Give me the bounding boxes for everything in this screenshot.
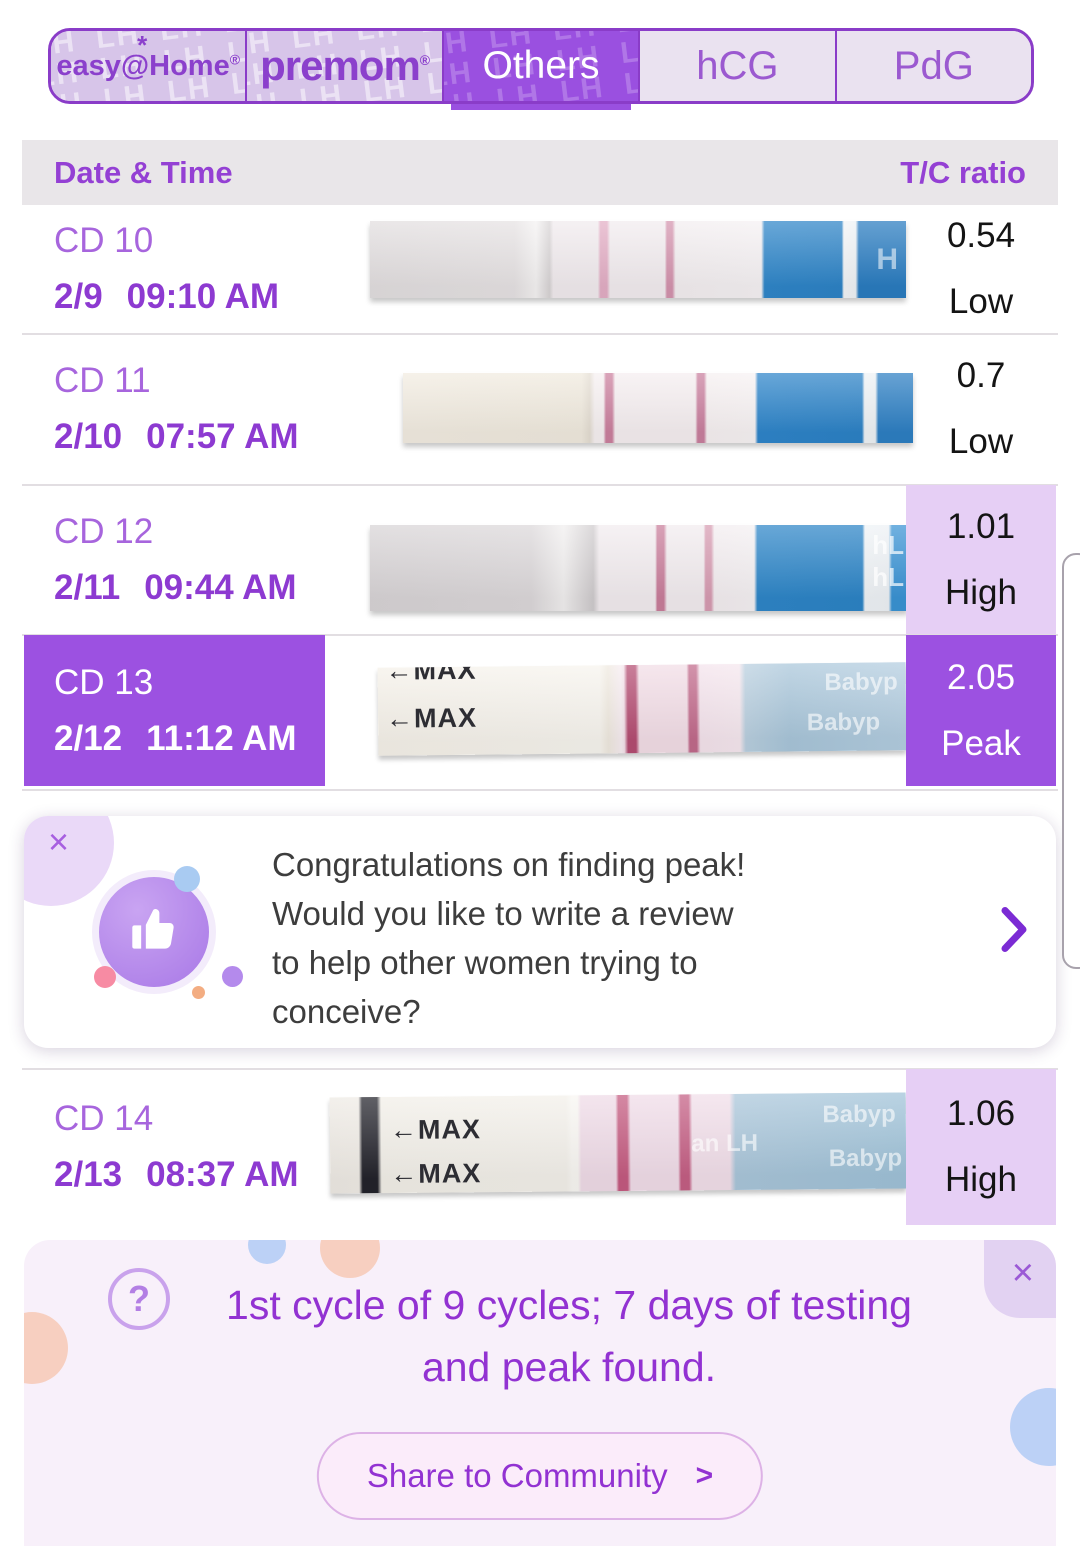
test-strip-photo[interactable]	[403, 373, 913, 443]
decor-dot	[320, 1240, 380, 1278]
wrapper-watermark: Babyp	[822, 1100, 896, 1129]
tab-others[interactable]: LH LH LH LH LH LH LH LH LH LH LH LH LH L…	[441, 31, 639, 101]
cycle-day-label: CD 11	[54, 361, 151, 400]
thumbs-up-badge	[92, 866, 243, 1000]
premom-logo: premom®	[260, 42, 430, 89]
card-corner-decoration	[984, 1240, 1056, 1318]
cycle-day-label: CD 13	[54, 662, 154, 702]
share-to-community-button[interactable]: Share to Community >	[316, 1432, 764, 1520]
tc-ratio-cell: 0.7 Low	[906, 334, 1056, 484]
tc-ratio-value: 1.01	[946, 506, 1016, 546]
tab-others-label: Others	[482, 44, 600, 87]
wrapper-watermark: Babyp	[828, 1144, 903, 1173]
date-time-label: 2/11 09:44 AM	[54, 567, 297, 607]
date-cell: CD 14 2/13 08:37 AM	[24, 1069, 325, 1225]
decor-dot	[1010, 1388, 1056, 1466]
cycle-summary-text: 1st cycle of 9 cycles; 7 days of testing…	[226, 1282, 912, 1390]
tc-ratio-cell: 1.01 High	[906, 485, 1056, 634]
tab-premom[interactable]: LH LH LH LH LH LH LH LH LH LH LH LH LH L…	[245, 31, 442, 101]
tc-ratio-cell: 1.06 High	[906, 1069, 1056, 1225]
row-divider	[22, 333, 1058, 335]
easyathome-logo: * easy@Home®	[56, 31, 241, 82]
decor-dot	[174, 866, 200, 892]
date-cell: CD 12 2/11 09:44 AM	[24, 485, 325, 634]
tc-ratio-value: 2.05	[946, 657, 1016, 697]
decor-dot	[248, 1240, 286, 1264]
cycle-summary-card: × ? 1st cycle of 9 cycles; 7 days of tes…	[24, 1240, 1056, 1546]
cycle-day-label: CD 14	[54, 1099, 154, 1138]
row-divider	[22, 1068, 1058, 1070]
decor-dot	[222, 966, 243, 987]
wrapper-watermark: Babyp	[806, 708, 881, 737]
max-line-label: ←MAX	[385, 702, 478, 734]
cycle-day-label: CD 12	[54, 511, 154, 551]
tab-hcg[interactable]: hCG	[638, 31, 835, 101]
date-cell: CD 13 2/12 11:12 AM	[24, 635, 325, 786]
date-time-label: 2/13 08:37 AM	[54, 1155, 299, 1194]
wrapper-watermark: H	[876, 242, 898, 276]
tab-pdg[interactable]: PdG	[834, 31, 1031, 101]
thumbs-up-icon	[126, 902, 182, 963]
close-icon[interactable]: ×	[1011, 1252, 1034, 1294]
decor-dot	[94, 966, 116, 988]
tc-ratio-status: Peak	[941, 723, 1021, 763]
date-time-label: 2/12 11:12 AM	[54, 718, 297, 758]
max-line-label: ←MAX	[389, 1114, 482, 1145]
row-divider	[22, 634, 1058, 636]
tc-ratio-cell: 0.54 Low	[906, 205, 1056, 333]
date-time-label: 2/10 07:57 AM	[54, 417, 299, 456]
test-type-tabbar: LH LH LH LH LH LH LH LH LH LH LH LH LH L…	[48, 28, 1034, 104]
share-button-label: Share to Community	[366, 1457, 668, 1494]
scrollbar-thumb[interactable]	[1062, 553, 1080, 969]
column-tc-ratio: T/C ratio	[900, 154, 1026, 190]
date-cell: CD 11 2/10 07:57 AM	[24, 334, 325, 484]
tab-hcg-label: hCG	[696, 43, 779, 88]
peak-congrats-banner[interactable]: × Congratulations on finding peak! Would…	[24, 816, 1056, 1048]
tab-easyathome[interactable]: LH LH LH LH LH LH LH LH LH LH LH LH LH L…	[51, 31, 246, 101]
table-row[interactable]: CD 11 2/10 07:57 AM 0.7 Low	[0, 334, 1080, 484]
cycle-day-label: CD 10	[54, 221, 154, 260]
flower-icon: *	[137, 31, 148, 60]
wrapper-watermark: an LH	[691, 1129, 759, 1158]
selected-tab-tail	[451, 100, 631, 110]
close-icon[interactable]: ×	[48, 821, 70, 862]
table-row[interactable]: CD 14 2/13 08:37 AM ←MAX ←MAX an LH Babyp…	[0, 1069, 1080, 1225]
tab-pdg-label: PdG	[893, 43, 974, 88]
date-cell: CD 10 2/9 09:10 AM	[24, 205, 325, 333]
tc-ratio-value: 1.06	[946, 1094, 1016, 1133]
tc-ratio-status: Low	[948, 282, 1014, 321]
decor-dot	[24, 1312, 68, 1384]
wrapper-watermark: hL hL	[872, 530, 904, 592]
date-time-label: 2/9 09:10 AM	[54, 277, 280, 316]
table-header: Date & Time T/C ratio	[22, 140, 1058, 205]
test-strip-photo[interactable]: ←MAX ←MAX Babyp Babyp	[377, 662, 907, 756]
help-icon[interactable]: ?	[108, 1268, 170, 1330]
chevron-right-icon	[1000, 906, 1028, 959]
banner-message: Congratulations on finding peak! Would y…	[272, 846, 746, 1030]
tc-ratio-status: High	[945, 1160, 1017, 1199]
tc-ratio-value: 0.7	[956, 356, 1006, 395]
test-strip-photo[interactable]: hL hL	[370, 525, 908, 611]
max-line-label: ←MAX	[390, 1158, 482, 1189]
tc-ratio-value: 0.54	[946, 216, 1016, 255]
column-date-time: Date & Time	[54, 154, 233, 190]
table-row-selected-peak[interactable]: CD 13 2/12 11:12 AM ←MAX ←MAX Babyp Babyp…	[0, 635, 1080, 786]
test-strip-photo[interactable]: ←MAX ←MAX an LH Babyp Babyp	[329, 1092, 907, 1194]
tc-ratio-cell: 2.05 Peak	[906, 635, 1056, 786]
row-divider	[22, 789, 1058, 791]
row-divider	[22, 484, 1058, 486]
tc-ratio-status: Low	[948, 422, 1014, 461]
tc-ratio-status: High	[945, 572, 1017, 612]
wrapper-watermark: Babyp	[824, 668, 898, 697]
decor-dot	[192, 986, 205, 999]
table-row[interactable]: CD 12 2/11 09:44 AM hL hL 1.01 High	[0, 485, 1080, 634]
test-strip-photo[interactable]: H	[370, 221, 906, 298]
max-line-label: ←MAX	[385, 662, 477, 686]
table-row[interactable]: CD 10 2/9 09:10 AM H 0.54 Low	[0, 205, 1080, 333]
chevron-right-icon: >	[695, 1459, 714, 1492]
